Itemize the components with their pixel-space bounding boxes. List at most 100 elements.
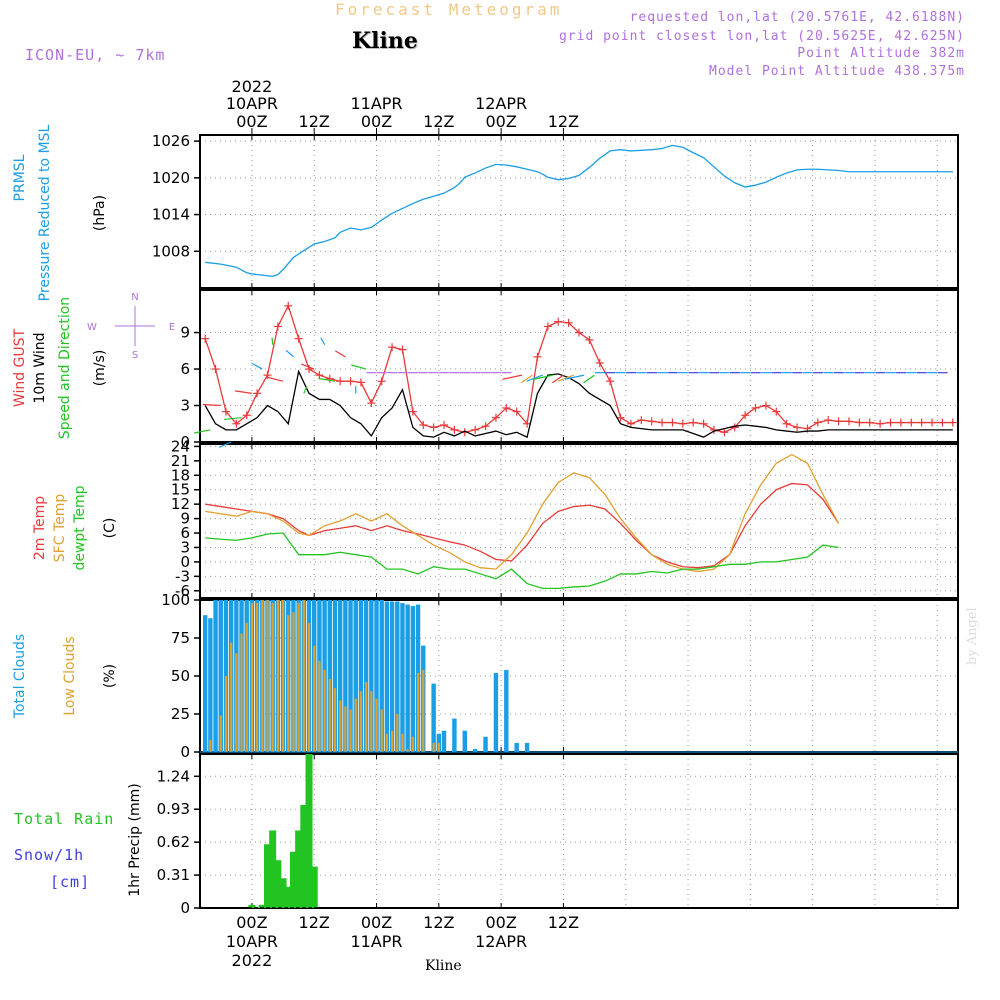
total-clouds-bar (343, 600, 348, 752)
pressure-line (205, 144, 953, 278)
low-clouds-bar (365, 682, 368, 752)
bottom-axis-date: 11APR (350, 932, 402, 951)
rain-bar (274, 860, 282, 908)
total-clouds-bar (389, 601, 395, 752)
y-tick-label: 25 (171, 705, 190, 723)
wind-direction-arrow (334, 350, 346, 358)
low-clouds-bar (349, 709, 352, 752)
rain-bar (289, 851, 297, 908)
low-clouds-bar (375, 698, 378, 752)
total-clouds-bar (483, 736, 488, 752)
low-clouds-bar (224, 676, 228, 752)
low-clouds-bar (328, 679, 331, 752)
top-axis-hour: 00Z (236, 112, 267, 131)
y-tick-label: 0 (180, 433, 190, 451)
wind-speed-line (204, 369, 953, 439)
wind-direction-arrow (320, 337, 326, 346)
y-tick-label: 12 (171, 495, 190, 513)
compass-east: E (169, 322, 175, 333)
snow-unit: [cm] (50, 873, 91, 891)
y-tick-label: 1014 (152, 206, 190, 224)
bottom-axis-hour: 12Z (299, 913, 330, 932)
y-tick-label: 9 (180, 324, 190, 342)
low-clouds-bar (390, 730, 394, 752)
total-clouds-bar (337, 600, 343, 752)
y-tick-label: 50 (171, 667, 190, 685)
low-clouds-bar (333, 688, 337, 752)
top-axis-hour: 00Z (485, 112, 516, 131)
bottom-axis-hour: 12Z (548, 913, 579, 932)
total-clouds-bar (218, 600, 223, 752)
requested-coordinates: requested lon,lat (20.5761E, 42.6188N) (629, 10, 965, 25)
panel-frame-wind (199, 289, 959, 443)
bottom-axis-hour: 00Z (485, 913, 516, 932)
low-clouds-bar (287, 615, 290, 752)
total-clouds-bar (514, 742, 519, 752)
wind-direction-arrow (202, 403, 221, 407)
y-tick-label: 75 (171, 629, 190, 647)
footer-location: Kline (425, 958, 462, 974)
total-clouds-bar (493, 672, 499, 752)
low-clouds-bar (245, 622, 248, 752)
total-clouds-bar (452, 718, 457, 752)
y-tick-label: 21 (171, 452, 190, 470)
wind-direction-arrow (224, 417, 242, 421)
y-tick-label: 0 (180, 553, 190, 571)
low-clouds-bar (401, 733, 404, 752)
y-tick-label: 18 (171, 466, 190, 484)
wind-direction-arrow (564, 374, 585, 380)
low-clouds-bar (240, 633, 243, 752)
point-altitude: Point Altitude 382m (797, 46, 965, 61)
y-tick-label: 0.62 (157, 833, 190, 851)
low-clouds-bar (256, 603, 259, 752)
wind-direction-arrow (218, 441, 232, 448)
compass-west: W (87, 322, 97, 333)
y-tick-label: -3 (175, 567, 190, 585)
total-clouds-bar (327, 600, 333, 752)
rain-bar (295, 830, 303, 908)
total-clouds-bar (358, 600, 364, 752)
wind-direction-arrow (303, 386, 308, 394)
bottom-axis-hour: 00Z (361, 913, 392, 932)
total-clouds-bar (332, 600, 338, 752)
y-tick-label: -6 (175, 582, 190, 600)
low-clouds-bar (370, 691, 373, 752)
rain-bar (279, 878, 287, 908)
total-clouds-bar (395, 601, 400, 752)
wind-direction-arrow (552, 374, 564, 384)
temp-sfc-line (205, 453, 840, 573)
y-tick-label: 1020 (152, 169, 190, 187)
low-clouds-bar (302, 600, 305, 752)
total-clouds-bar (524, 742, 530, 752)
wind-direction-arrow (251, 362, 263, 370)
compass-north: N (131, 292, 138, 303)
total-clouds-bar (202, 615, 208, 752)
wind-direction-arrow (285, 349, 294, 358)
wind-direction-arrow (267, 376, 284, 382)
total-clouds-bar (374, 600, 379, 752)
y-tick-label: 6 (180, 524, 190, 542)
rain-bar (305, 754, 313, 908)
total-clouds-bar (208, 618, 213, 752)
low-clouds-bar (250, 603, 254, 752)
panel-frame-temperature (199, 443, 959, 599)
bottom-axis-date: 12APR (475, 932, 527, 951)
temp-dewpt-line (205, 532, 839, 590)
low-clouds-bar (281, 600, 285, 752)
y-tick-label: 15 (171, 481, 190, 499)
total-clouds-bar (400, 603, 405, 752)
total-clouds-bar (431, 683, 436, 752)
low-clouds-bar (354, 698, 357, 752)
rain-legend: Total Rain (14, 810, 115, 828)
total-clouds-bar (348, 600, 353, 752)
snow-legend: Snow/1h (14, 846, 85, 864)
wind-direction-arrow (502, 374, 523, 380)
wind-direction-arrow (557, 374, 575, 382)
low-clouds-bar (261, 600, 264, 752)
wind-direction-arrow (351, 364, 367, 370)
total-clouds-bar (504, 669, 509, 752)
low-clouds-bar (276, 600, 279, 752)
chart-title: Forecast Meteogram (335, 0, 563, 19)
low-clouds-bar (307, 622, 311, 752)
top-axis-date: 11APR (350, 94, 402, 113)
